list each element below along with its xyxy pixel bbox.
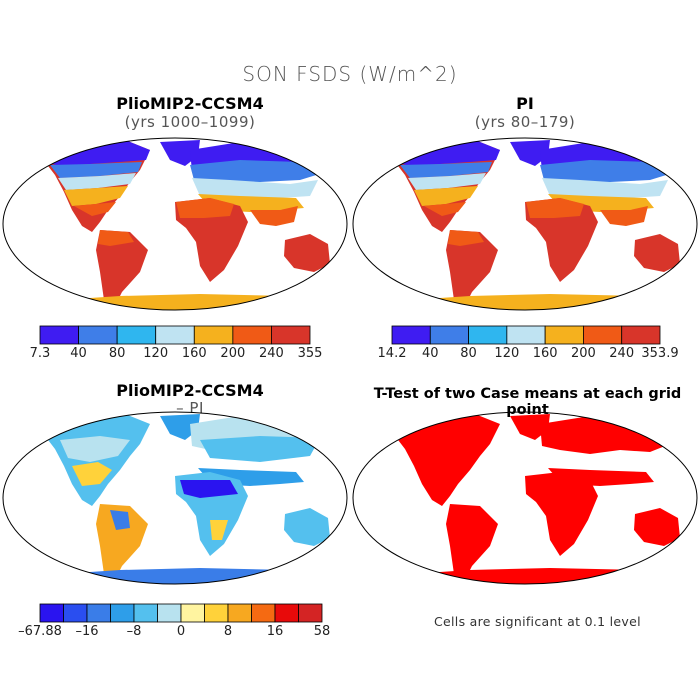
colorbar-tick-label: 80: [460, 346, 477, 361]
colorbar-swatch: [193, 325, 234, 345]
panel-title-bottom-left: PlioMIP2-CCSM4: [116, 381, 264, 400]
panel-subtitle-top-right: (yrs 80–179): [474, 113, 576, 131]
colorbar-swatch: [39, 325, 79, 345]
colorbar-swatch: [204, 603, 229, 623]
colorbar-top-right: [391, 325, 661, 345]
colorbar-swatch: [271, 325, 311, 345]
colorbar-tick-label: 16: [266, 624, 284, 639]
colorbar-swatch: [274, 603, 299, 623]
colorbar-tick-label: 8: [223, 624, 233, 639]
colorbar-tick-label: 120: [494, 346, 520, 361]
significance-note: Cells are significant at 0.1 level: [434, 614, 641, 629]
panel-title-top-left: PlioMIP2-CCSM4: [116, 94, 264, 113]
colorbar-swatch: [583, 325, 623, 345]
colorbar-tick-label: 240: [259, 346, 284, 361]
colorbar-swatch: [78, 325, 118, 345]
colorbar-tick-label: 200: [220, 346, 246, 361]
colorbar-tick-label: –67.88: [18, 624, 62, 639]
colorbar-swatch: [506, 325, 546, 345]
colorbar-tick-label: 200: [571, 346, 596, 361]
colorbar-tick-label: 14.2: [377, 346, 407, 361]
colorbar-swatch: [468, 325, 508, 345]
colorbar-tick-label: 160: [532, 346, 558, 361]
colorbar-swatch: [155, 325, 195, 345]
colorbar-swatch: [621, 325, 661, 345]
colorbar-swatch: [251, 603, 276, 623]
colorbar-swatch: [180, 603, 205, 623]
panel-title-bottom-right: T-Test of two Case means at each grid po…: [373, 386, 682, 418]
colorbar-swatch: [133, 603, 158, 623]
colorbar-swatch: [39, 603, 64, 623]
colorbar-tick-label: 40: [70, 346, 87, 361]
colorbar-top-left: [39, 325, 311, 345]
colorbar-swatch: [110, 603, 135, 623]
panel-title-top-right: PI: [516, 94, 534, 113]
colorbar-swatch: [116, 325, 157, 345]
colorbar-tick-label: 40: [422, 346, 439, 361]
colorbar-swatch: [298, 603, 323, 623]
colorbar-swatch: [232, 325, 272, 345]
colorbar-tick-label: –16: [75, 624, 99, 639]
colorbar-swatch: [86, 603, 111, 623]
colorbar-tick-label: 7.3: [29, 346, 51, 361]
colorbar-tick-label: 80: [108, 346, 126, 361]
colorbar-tick-label: 0: [176, 624, 186, 639]
colorbar-bottom-left: [39, 603, 323, 623]
colorbar-tick-label: 240: [609, 346, 635, 361]
colorbar-tick-label: 353.9: [641, 346, 679, 361]
colorbar-swatch: [544, 325, 584, 345]
colorbar-swatch: [429, 325, 469, 345]
colorbar-tick-label: 160: [181, 346, 207, 361]
colorbar-tick-label: 355: [297, 346, 323, 361]
colorbar-swatch: [227, 603, 252, 623]
colorbar-swatch: [63, 603, 88, 623]
panel-subtitle-top-left: (yrs 1000–1099): [124, 113, 256, 131]
colorbar-swatch: [391, 325, 431, 345]
figure-title: SON FSDS (W/m^2): [242, 62, 458, 86]
colorbar-tick-label: –8: [126, 624, 142, 639]
colorbar-tick-label: 120: [143, 346, 169, 361]
colorbar-swatch: [157, 603, 182, 623]
colorbar-tick-label: 58: [313, 624, 331, 639]
